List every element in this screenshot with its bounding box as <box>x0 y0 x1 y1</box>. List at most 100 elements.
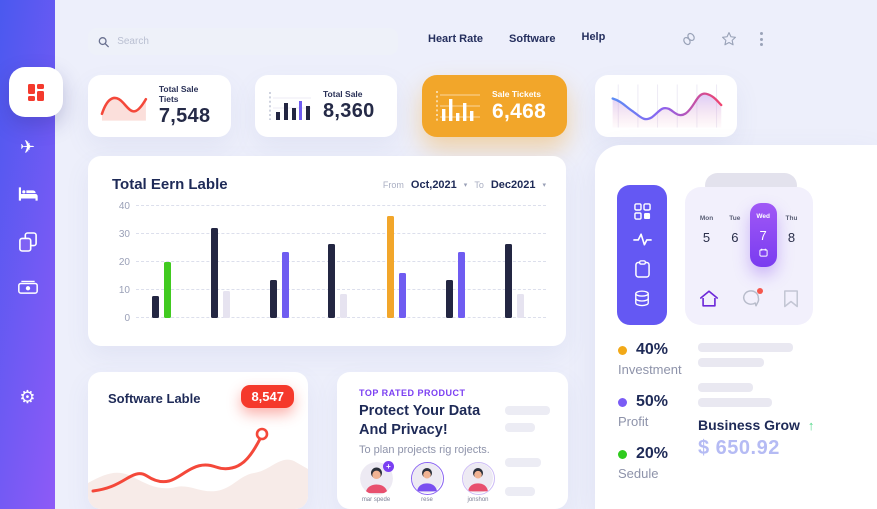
search-icon <box>98 36 109 47</box>
notification-dot <box>757 288 763 294</box>
nav-help[interactable]: Help <box>581 31 606 43</box>
link-icon[interactable] <box>680 30 698 48</box>
calendar-mini-icon <box>759 248 768 257</box>
chevron-down-icon[interactable]: ▾ <box>542 182 546 189</box>
mini-toolbar <box>617 185 667 325</box>
software-lable-card: Software Lable 8,547 <box>88 372 308 509</box>
member-name: rese <box>421 497 433 503</box>
legend: 40% Investment 50% Profit 20% Sedule <box>618 341 682 497</box>
day-number: 7 <box>759 228 767 243</box>
member-name: jonshon <box>467 497 489 503</box>
legend-label: Sedule <box>618 466 659 481</box>
calendar-day[interactable]: Thu 8 <box>778 209 805 267</box>
top-rated-product-card: TOP RATED PRODUCT Protect Your Data And … <box>337 372 568 509</box>
sidebar-item-dashboard[interactable] <box>9 67 63 117</box>
clipboard-icon[interactable] <box>634 259 650 278</box>
pulse-icon[interactable] <box>632 232 652 247</box>
sidebar-item-hotel[interactable] <box>0 186 55 202</box>
bar-group <box>269 206 289 318</box>
legend-dot <box>618 345 627 355</box>
bar <box>446 280 454 318</box>
bar <box>516 294 524 318</box>
day-of-week: Wed <box>756 213 770 220</box>
bar <box>340 294 348 318</box>
trend-up-icon: ↑ <box>807 417 815 433</box>
bar-group <box>152 206 171 318</box>
bar <box>458 252 466 318</box>
bar-group <box>504 206 524 318</box>
bar <box>328 243 336 318</box>
nav-software[interactable]: Software <box>509 33 556 45</box>
skeleton-lines <box>698 343 793 407</box>
search-input[interactable] <box>117 36 388 47</box>
bar <box>164 262 171 318</box>
member-avatar-item: jonshon <box>457 462 499 503</box>
bar <box>281 252 289 318</box>
bar <box>504 243 512 318</box>
bar-group <box>328 206 348 318</box>
airplane-icon: ✈ <box>19 137 36 157</box>
bar <box>399 273 407 318</box>
red-line-chart <box>88 427 308 509</box>
chart-title: Total Eern Lable <box>112 176 228 193</box>
grid-icon[interactable] <box>633 203 651 220</box>
legend-dot <box>618 449 627 459</box>
legend-item-investment: 40% Investment <box>618 341 682 377</box>
search-bar[interactable] <box>88 28 398 55</box>
day-number: 6 <box>731 230 739 245</box>
chevron-down-icon[interactable]: ▾ <box>463 182 468 189</box>
card-subtitle: To plan projects rig rojects. <box>359 444 490 456</box>
calendar-day[interactable]: Tue 6 <box>721 209 748 267</box>
member-name: mar spede <box>361 497 391 503</box>
bar <box>152 295 159 318</box>
from-dropdown[interactable]: Oct,2021 <box>410 179 457 191</box>
nav-heart-rate[interactable]: Heart Rate <box>428 33 484 45</box>
database-icon[interactable] <box>634 290 650 307</box>
calendar-widget: Mon 5 Tue 6 Wed 7 <box>685 187 813 325</box>
sidebar-item-payments[interactable] <box>0 278 55 294</box>
sidebar: ✈ ⚙ <box>0 0 63 509</box>
sidebar-item-flights[interactable]: ✈ <box>0 138 55 158</box>
stat-value: 8,360 <box>323 100 375 122</box>
mini-bars-chart <box>269 92 311 120</box>
to-dropdown[interactable]: Dec2021 <box>490 179 536 191</box>
add-member-button[interactable]: + <box>383 461 394 472</box>
red-wave-chart <box>100 96 148 121</box>
gear-icon: ⚙ <box>19 387 36 407</box>
gradient-wave-chart <box>611 84 723 128</box>
legend-percent: 50% <box>636 393 669 410</box>
kebab-menu-icon[interactable] <box>760 32 763 46</box>
stat-card-trend[interactable] <box>595 75 737 137</box>
day-of-week: Thu <box>785 215 798 222</box>
sidebar-item-documents[interactable] <box>0 232 55 252</box>
stat-card-total-sale[interactable]: Total Sale 8,360 <box>255 75 397 137</box>
calendar-day[interactable]: Mon 5 <box>693 209 720 267</box>
legend-item-sedule: 20% Sedule <box>618 445 682 481</box>
right-panel: Mon 5 Tue 6 Wed 7 <box>595 145 877 509</box>
stat-card-total-sale-tiets[interactable]: Total Sale Tiets 7,548 <box>88 75 231 137</box>
legend-percent: 20% <box>636 445 669 462</box>
day-number: 8 <box>787 230 796 245</box>
stat-label: Sale Tickets <box>492 88 541 99</box>
stat-card-sale-tickets[interactable]: Sale Tickets 6,468 <box>422 75 567 137</box>
calendar-day[interactable]: Wed 7 <box>749 203 777 267</box>
star-icon[interactable] <box>720 30 738 48</box>
to-label: To <box>474 180 484 190</box>
bar <box>210 228 218 318</box>
bar <box>387 215 395 318</box>
dashboard-grid-icon <box>27 83 44 101</box>
bar-group <box>387 206 407 318</box>
chat-icon[interactable] <box>741 289 761 308</box>
legend-item-profit: 50% Profit <box>618 393 682 429</box>
bookmark-icon[interactable] <box>783 289 799 308</box>
skeleton-lines <box>505 406 550 496</box>
stat-label: Total Sale Tiets <box>158 84 199 104</box>
top-nav: Heart Rate Software Help <box>428 31 606 45</box>
day-number: 5 <box>702 230 711 245</box>
sidebar-item-settings[interactable]: ⚙ <box>0 388 55 408</box>
bar-group <box>446 206 466 318</box>
bar-chart-grid: 0 10 20 30 40 <box>110 201 546 324</box>
stat-label: Total Sale <box>323 89 363 99</box>
home-icon[interactable] <box>699 289 719 308</box>
member-avatar-item: rese <box>406 462 448 503</box>
